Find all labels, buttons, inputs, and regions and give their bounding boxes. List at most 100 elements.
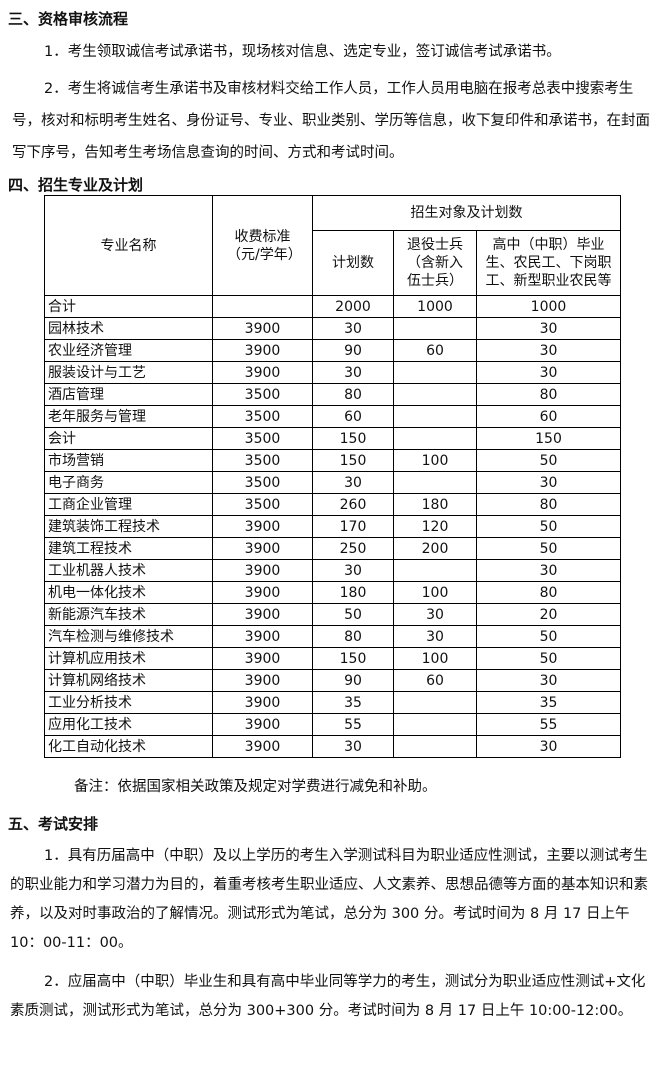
cell-fee: 3900 — [212, 515, 313, 538]
cell-major-name: 电子商务 — [44, 471, 213, 494]
cell-veteran — [393, 471, 477, 494]
cell-veteran — [393, 317, 477, 340]
cell-veteran — [393, 383, 477, 406]
cell-veteran: 120 — [393, 515, 477, 538]
cell-fee: 3900 — [212, 647, 313, 670]
section5-title: 五、考试安排 — [8, 815, 99, 833]
cell-high-school: 50 — [476, 625, 621, 648]
cell-high-school: 30 — [476, 559, 621, 582]
table-row: 酒店管理 3500 80 80 — [44, 383, 621, 406]
cell-fee: 3500 — [212, 427, 313, 450]
cell-plan: 150 — [312, 449, 394, 472]
section3-title: 三、资格审核流程 — [8, 10, 129, 28]
cell-fee: 3500 — [212, 493, 313, 516]
cell-major-name: 应用化工技术 — [44, 713, 213, 736]
section3-paragraph-1: 1．考生领取诚信考试承诺书，现场核对信息、选定专业，签订诚信考试承诺书。 — [44, 44, 561, 60]
cell-plan: 35 — [312, 691, 394, 714]
cell-fee: 3900 — [212, 581, 313, 604]
table-row: 计算机网络技术 3900 90 60 30 — [44, 669, 621, 692]
cell-major-name: 工商企业管理 — [44, 493, 213, 516]
cell-plan: 30 — [312, 735, 394, 758]
cell-major-name: 建筑装饰工程技术 — [44, 515, 213, 538]
cell-major-name: 计算机网络技术 — [44, 669, 213, 692]
section5-paragraph-1: 1．具有历届高中（中职）及以上学历的考生入学测试科目为职业适应性测试，主要以测试… — [10, 848, 648, 951]
cell-plan: 30 — [312, 559, 394, 582]
header-high-school: 高中（中职）毕业生、农民工、下岗职工、新型职业农民等 — [476, 230, 621, 296]
cell-plan: 260 — [312, 493, 394, 516]
cell-plan: 30 — [312, 471, 394, 494]
cell-fee: 3500 — [212, 449, 313, 472]
cell-plan: 50 — [312, 603, 394, 626]
cell-plan: 180 — [312, 581, 394, 604]
table-row: 工业机器人技术 3900 30 30 — [44, 559, 621, 582]
table-row: 计算机应用技术 3900 150 100 50 — [44, 647, 621, 670]
table-row: 应用化工技术 3900 55 55 — [44, 713, 621, 736]
table-row: 汽车检测与维修技术 3900 80 30 50 — [44, 625, 621, 648]
cell-high-school: 80 — [476, 493, 621, 516]
cell-major-name: 酒店管理 — [44, 383, 213, 406]
table-row: 建筑工程技术 3900 250 200 50 — [44, 537, 621, 560]
cell-veteran — [393, 361, 477, 384]
cell-veteran: 100 — [393, 449, 477, 472]
cell-major-name: 建筑工程技术 — [44, 537, 213, 560]
cell-major-name: 机电一体化技术 — [44, 581, 213, 604]
cell-fee: 3900 — [212, 713, 313, 736]
cell-fee: 3900 — [212, 603, 313, 626]
cell-high-school: 50 — [476, 537, 621, 560]
cell-high-school: 80 — [476, 581, 621, 604]
cell-high-school: 80 — [476, 383, 621, 406]
header-major-name: 专业名称 — [44, 195, 213, 296]
cell-veteran — [393, 735, 477, 758]
table-row: 农业经济管理 3900 90 60 30 — [44, 339, 621, 362]
table-note: 备注：依据国家相关政策及规定对学费进行减免和补助。 — [74, 779, 437, 795]
cell-major-name: 会计 — [44, 427, 213, 450]
table-row: 合计 2000 1000 1000 — [44, 295, 621, 318]
cell-fee: 3900 — [212, 691, 313, 714]
cell-fee: 3900 — [212, 537, 313, 560]
table-row: 工商企业管理 3500 260 180 80 — [44, 493, 621, 516]
cell-high-school: 30 — [476, 669, 621, 692]
cell-plan: 2000 — [312, 295, 394, 318]
cell-veteran: 100 — [393, 581, 477, 604]
cell-high-school: 30 — [476, 317, 621, 340]
header-veteran: 退役士兵（含新入伍士兵） — [393, 230, 477, 296]
table-row: 化工自动化技术 3900 30 30 — [44, 735, 621, 758]
cell-major-name: 新能源汽车技术 — [44, 603, 213, 626]
cell-plan: 30 — [312, 361, 394, 384]
cell-plan: 150 — [312, 647, 394, 670]
cell-veteran: 60 — [393, 339, 477, 362]
section3-paragraph-2: 2．考生将诚信考生承诺书及审核材料交给工作人员，工作人员用电脑在报考总表中搜索考… — [12, 81, 650, 161]
cell-high-school: 150 — [476, 427, 621, 450]
cell-fee: 3500 — [212, 405, 313, 428]
cell-high-school: 35 — [476, 691, 621, 714]
cell-veteran: 180 — [393, 493, 477, 516]
cell-major-name: 计算机应用技术 — [44, 647, 213, 670]
cell-major-name: 汽车检测与维修技术 — [44, 625, 213, 648]
cell-plan: 55 — [312, 713, 394, 736]
cell-plan: 170 — [312, 515, 394, 538]
cell-veteran: 60 — [393, 669, 477, 692]
cell-fee: 3900 — [212, 339, 313, 362]
cell-veteran: 1000 — [393, 295, 477, 318]
cell-major-name: 老年服务与管理 — [44, 405, 213, 428]
cell-veteran: 100 — [393, 647, 477, 670]
cell-high-school: 60 — [476, 405, 621, 428]
cell-high-school: 55 — [476, 713, 621, 736]
cell-high-school: 30 — [476, 361, 621, 384]
table-row: 机电一体化技术 3900 180 100 80 — [44, 581, 621, 604]
cell-high-school: 20 — [476, 603, 621, 626]
cell-major-name: 农业经济管理 — [44, 339, 213, 362]
header-fee: 收费标准（元/学年） — [212, 195, 313, 296]
cell-plan: 60 — [312, 405, 394, 428]
cell-fee: 3900 — [212, 559, 313, 582]
cell-plan: 30 — [312, 317, 394, 340]
cell-veteran: 30 — [393, 603, 477, 626]
cell-high-school: 30 — [476, 735, 621, 758]
cell-major-name: 工业分析技术 — [44, 691, 213, 714]
cell-veteran: 30 — [393, 625, 477, 648]
cell-fee: 3500 — [212, 383, 313, 406]
cell-major-name: 市场营销 — [44, 449, 213, 472]
table-row: 工业分析技术 3900 35 35 — [44, 691, 621, 714]
cell-veteran — [393, 691, 477, 714]
cell-high-school: 50 — [476, 647, 621, 670]
